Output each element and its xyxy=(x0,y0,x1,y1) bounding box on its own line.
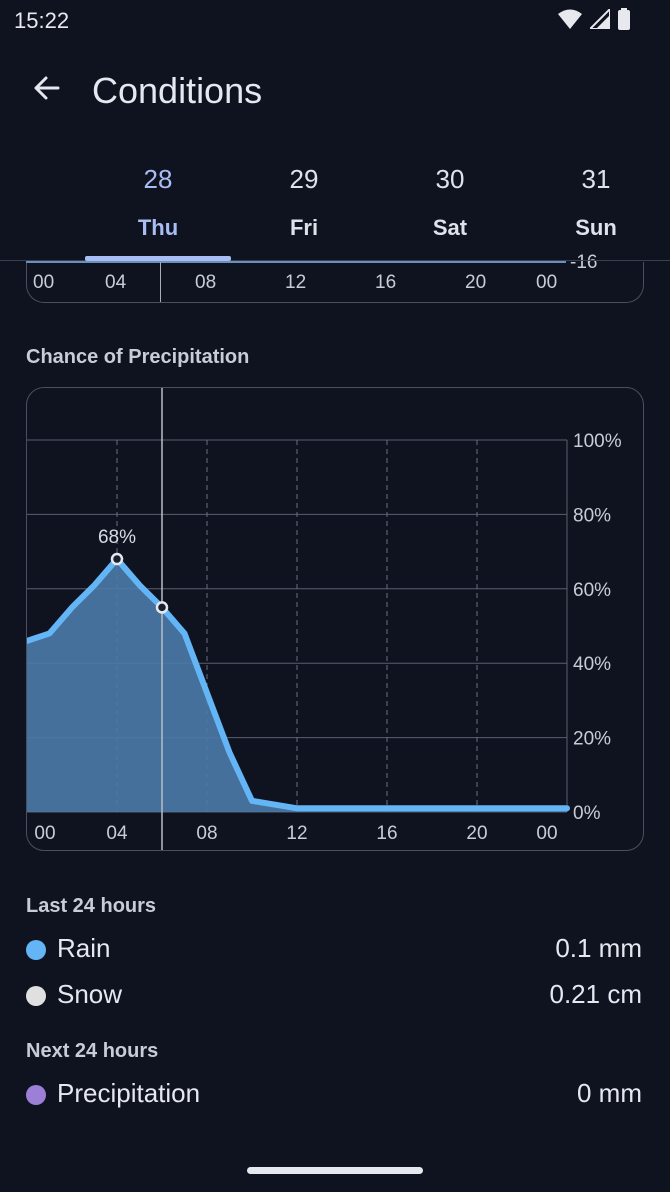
next-24-hours-title: Next 24 hours xyxy=(26,1040,159,1062)
tab-day: Thu xyxy=(137,215,179,240)
tab-day: Fri xyxy=(289,215,319,240)
y-tick-label: 40% xyxy=(573,654,611,675)
status-bar: 15:22 xyxy=(0,0,670,40)
y-tick-label: 20% xyxy=(573,729,611,750)
temperature-x-tick: 20 xyxy=(465,272,487,293)
tab-sun[interactable]: 31 Sun xyxy=(523,150,669,241)
precipitation-row: Precipitation 0 mm xyxy=(26,1075,642,1115)
tab-date: 28 xyxy=(143,164,173,194)
snow-value: 0.21 cm xyxy=(549,979,643,1009)
precipitation-label: Precipitation xyxy=(57,1078,201,1108)
status-time: 15:22 xyxy=(14,8,70,33)
current-time-point xyxy=(155,601,169,614)
temperature-x-tick: 00 xyxy=(33,272,55,293)
day-tabs: 28 Thu 29 Fri 30 Sat 31 Sun xyxy=(0,150,670,262)
rain-value: 0.1 mm xyxy=(555,933,642,963)
peak-point xyxy=(110,552,124,566)
battery-icon xyxy=(618,8,630,30)
rain-row: Rain 0.1 mm xyxy=(26,930,642,970)
tab-sat[interactable]: 30 Sat xyxy=(377,150,523,241)
temperature-line xyxy=(26,260,566,263)
peak-label: 68% xyxy=(98,527,136,548)
y-tick-label: 100% xyxy=(573,431,622,452)
rain-dot-icon xyxy=(26,940,46,960)
precipitation-chart-card: 100% 80% 60% 40% 20% 0% 68% 00 04 08 12 16 20 00 xyxy=(26,387,644,851)
x-tick-label: 04 xyxy=(106,823,128,844)
precipitation-chart: 100% 80% 60% 40% 20% 0% 68% 00 04 08 12 16 20 00 xyxy=(27,388,622,850)
x-tick-label: 00 xyxy=(536,823,557,844)
tab-fri[interactable]: 29 Fri xyxy=(231,150,377,241)
y-tick-label: 60% xyxy=(573,580,611,601)
x-tick-label: 00 xyxy=(34,823,55,844)
y-tick-label: 0% xyxy=(573,803,601,824)
snow-dot-icon xyxy=(26,986,46,1006)
x-tick-label: 12 xyxy=(286,823,307,844)
temperature-x-tick: 08 xyxy=(195,272,217,293)
temperature-x-tick: 04 xyxy=(105,272,127,293)
y-tick-label: 80% xyxy=(573,505,611,526)
tab-thu[interactable]: 28 Thu xyxy=(85,150,231,241)
app-bar: Conditions xyxy=(0,56,670,128)
page-title: Conditions xyxy=(92,70,263,111)
signal-icon xyxy=(590,9,610,29)
last-24-hours-title: Last 24 hours xyxy=(26,895,157,917)
temperature-x-tick: 00 xyxy=(536,272,558,293)
back-button[interactable] xyxy=(26,70,66,110)
tab-day: Sat xyxy=(432,215,468,240)
tab-date: 29 xyxy=(289,164,319,194)
tab-indicator xyxy=(85,256,231,261)
tab-date: 30 xyxy=(435,164,465,194)
x-tick-label: 20 xyxy=(466,823,487,844)
x-tick-label: 08 xyxy=(196,823,217,844)
temperature-chart-card xyxy=(26,262,644,303)
snow-row: Snow 0.21 cm xyxy=(26,976,642,1016)
temperature-y-tick: -16 xyxy=(570,252,598,273)
temperature-marker-line xyxy=(160,262,161,302)
tab-date: 31 xyxy=(581,164,611,194)
precipitation-dot-icon xyxy=(26,1085,46,1105)
tab-divider xyxy=(0,260,670,261)
temperature-x-tick: 12 xyxy=(285,272,307,293)
x-tick-label: 16 xyxy=(376,823,397,844)
tab-day: Sun xyxy=(575,215,617,240)
home-indicator[interactable] xyxy=(247,1167,423,1174)
arrow-left-icon xyxy=(31,73,61,108)
precipitation-value: 0 mm xyxy=(577,1078,642,1108)
temperature-x-tick: 16 xyxy=(375,272,397,293)
precipitation-section-title: Chance of Precipitation xyxy=(26,346,250,368)
rain-label: Rain xyxy=(57,933,111,963)
status-icons xyxy=(558,8,630,30)
wifi-icon xyxy=(558,9,582,29)
snow-label: Snow xyxy=(57,979,123,1009)
